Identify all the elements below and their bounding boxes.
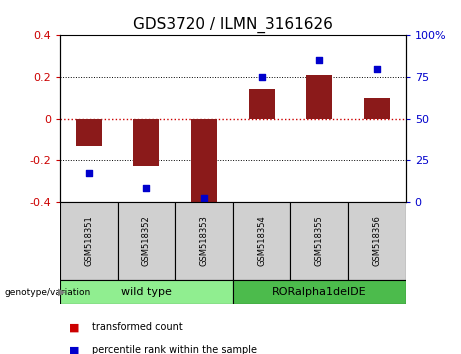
Point — [315, 57, 323, 63]
Text: GSM518354: GSM518354 — [257, 215, 266, 266]
Bar — [364, 98, 390, 119]
Text: GSM518352: GSM518352 — [142, 215, 151, 266]
Point — [258, 74, 266, 80]
Bar — [175, 202, 233, 280]
Text: ■: ■ — [69, 322, 80, 332]
Text: GSM518356: GSM518356 — [372, 215, 381, 266]
Text: genotype/variation: genotype/variation — [5, 287, 91, 297]
Text: RORalpha1delDE: RORalpha1delDE — [272, 287, 366, 297]
Bar — [133, 119, 160, 166]
Bar — [76, 119, 102, 145]
Bar — [233, 202, 290, 280]
Bar — [290, 202, 348, 280]
Bar — [60, 202, 118, 280]
Title: GDS3720 / ILMN_3161626: GDS3720 / ILMN_3161626 — [133, 16, 333, 33]
Bar — [248, 90, 275, 119]
Text: wild type: wild type — [121, 287, 172, 297]
Bar — [348, 202, 406, 280]
Bar — [233, 280, 406, 304]
Text: percentile rank within the sample: percentile rank within the sample — [92, 346, 257, 354]
Bar — [306, 75, 332, 119]
Bar — [118, 202, 175, 280]
Bar — [191, 119, 217, 204]
Text: GSM518351: GSM518351 — [84, 215, 93, 266]
Text: ■: ■ — [69, 346, 80, 354]
Point — [373, 66, 381, 72]
Point — [85, 171, 92, 176]
Text: GSM518353: GSM518353 — [200, 215, 208, 266]
Point — [200, 196, 207, 201]
Bar — [60, 280, 233, 304]
Text: ▶: ▶ — [58, 287, 65, 297]
Text: GSM518355: GSM518355 — [315, 215, 324, 266]
Point — [142, 185, 150, 191]
Text: transformed count: transformed count — [92, 322, 183, 332]
